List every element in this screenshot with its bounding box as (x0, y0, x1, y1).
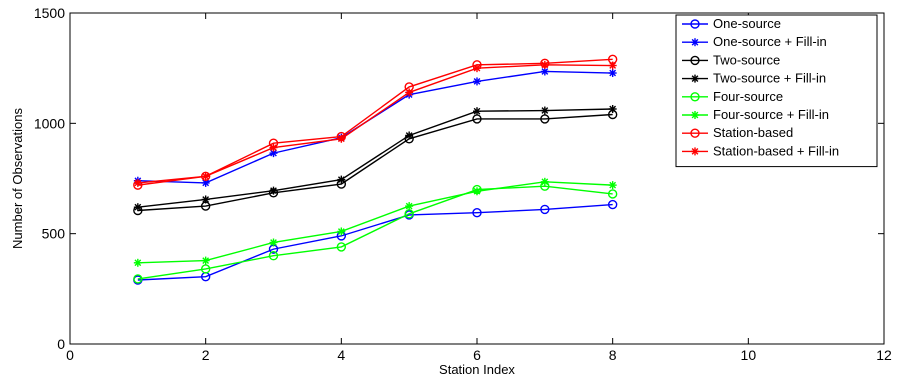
series-line (137, 185, 613, 280)
y-tick-label: 500 (42, 226, 66, 242)
data-point (269, 143, 278, 152)
legend-item: Station-based (682, 125, 793, 140)
series-line (137, 113, 613, 212)
data-point (473, 187, 481, 196)
x-tick-label: 6 (473, 347, 481, 363)
legend-marker (691, 38, 699, 47)
series-1 (133, 67, 617, 187)
legend-label: Two-source + Fill-in (713, 71, 826, 86)
data-point (133, 203, 142, 212)
legend-box (675, 14, 878, 168)
data-point (540, 106, 549, 115)
legend-marker (690, 92, 700, 102)
data-point (336, 242, 347, 252)
series-line (137, 181, 613, 264)
legend-item: One-source + Fill-in (682, 34, 827, 49)
legend-item: One-source (682, 16, 781, 31)
series-line (137, 64, 613, 184)
data-point (608, 104, 617, 113)
legend-label: Station-based (713, 125, 793, 140)
legend-label: Four-source + Fill-in (713, 107, 829, 122)
legend-marker (691, 147, 699, 156)
x-tick-label: 8 (609, 347, 617, 363)
axes: 0 2 4 6 8 10 12 0 500 1000 1500 (34, 5, 892, 363)
x-tick-label: 2 (202, 347, 210, 363)
series-line (137, 70, 613, 184)
legend-marker (691, 111, 699, 119)
data-point (268, 251, 279, 261)
legend-marker (690, 19, 700, 29)
data-point (607, 189, 618, 199)
data-point (473, 77, 481, 86)
legend-label: One-source (713, 16, 781, 31)
data-point (608, 69, 617, 78)
legend-marker (690, 128, 700, 138)
legend-label: One-source + Fill-in (713, 34, 827, 49)
series-5 (133, 177, 617, 267)
series-0 (133, 199, 618, 285)
data-point (607, 199, 618, 210)
data-point (201, 256, 210, 265)
data-point (540, 114, 550, 124)
x-tick-label: 10 (741, 347, 757, 363)
x-tick-label: 4 (337, 347, 345, 363)
series-3 (133, 104, 617, 212)
data-point (405, 88, 414, 97)
data-point (201, 195, 210, 204)
data-point (405, 131, 414, 140)
series-layer (133, 54, 618, 285)
series-line (137, 58, 613, 186)
data-point (540, 67, 549, 76)
data-point (540, 60, 549, 69)
legend-label: Two-source (713, 52, 780, 67)
y-axis-label: Number of Observations (10, 108, 25, 249)
y-tick-label: 1500 (34, 5, 65, 21)
data-point (472, 208, 482, 218)
y-tick-label: 1000 (34, 115, 65, 131)
legend-item: Four-source (682, 89, 783, 104)
series-line (137, 108, 613, 208)
x-tick-label: 12 (876, 347, 892, 363)
data-point (337, 134, 346, 143)
data-point (337, 227, 346, 236)
legend-label: Station-based + Fill-in (713, 143, 839, 158)
data-point (269, 238, 278, 247)
series-4 (133, 181, 618, 284)
legend-item: Two-source + Fill-in (682, 71, 826, 86)
data-point (540, 204, 550, 215)
legend: One-source One-source + Fill-in Two-source… (675, 14, 878, 168)
x-tick-label: 0 (66, 347, 74, 363)
data-point (473, 64, 481, 73)
data-point (540, 177, 549, 186)
y-tick-label: 0 (57, 336, 65, 352)
data-point (405, 202, 414, 211)
legend-label: Four-source (713, 89, 783, 104)
legend-item: Four-source + Fill-in (682, 107, 829, 122)
data-point (269, 186, 278, 195)
data-point (473, 107, 481, 116)
legend-item: Station-based + Fill-in (682, 143, 839, 158)
data-point (608, 181, 617, 190)
x-axis-label: Station Index (439, 362, 515, 377)
data-point (200, 264, 211, 274)
data-point (201, 172, 210, 181)
data-point (133, 274, 143, 284)
data-point (133, 258, 142, 267)
data-point (608, 61, 617, 70)
legend-marker (690, 55, 700, 66)
legend-marker (691, 74, 699, 83)
data-point (337, 175, 346, 184)
series-7 (133, 60, 617, 187)
data-point (133, 178, 142, 187)
series-line (137, 203, 613, 281)
legend-item: Two-source (682, 52, 780, 67)
